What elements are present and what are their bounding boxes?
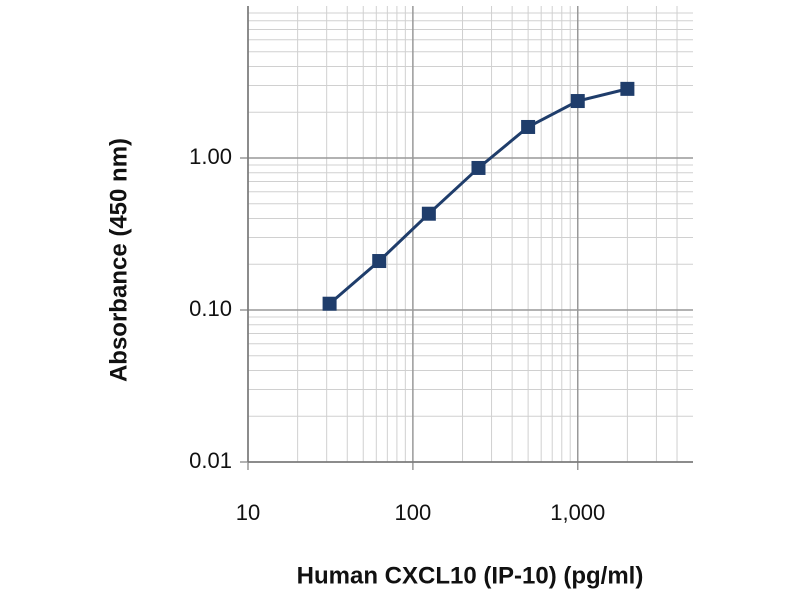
data-point — [372, 254, 387, 269]
series-line — [328, 87, 628, 305]
y-tick-label: 1.00 — [189, 144, 232, 169]
y-tick-label: 0.10 — [189, 296, 232, 321]
x-tick-label: 100 — [395, 500, 432, 525]
data-point — [322, 296, 337, 311]
y-axis-title: Absorbance (450 nm) — [105, 138, 132, 382]
data-point — [620, 81, 635, 96]
data-point — [421, 206, 436, 221]
data-point — [570, 94, 585, 109]
x-axis-title: Human CXCL10 (IP-10) (pg/ml) — [297, 562, 644, 589]
x-tick-label: 10 — [236, 500, 260, 525]
data-point — [471, 160, 486, 175]
y-tick-label: 0.01 — [189, 448, 232, 473]
x-tick-label: 1,000 — [550, 500, 605, 525]
data-point — [521, 119, 536, 134]
